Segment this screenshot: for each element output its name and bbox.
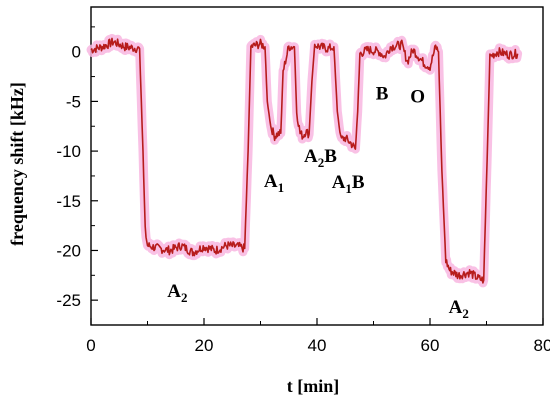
annotation-label: A1 [264,171,284,195]
x-axis-title: t [min] [287,376,340,396]
x-tick-label: 80 [534,336,550,355]
x-tick-label: 40 [308,336,327,355]
axis-labels: t [min] frequency shift [kHz] [7,82,339,396]
x-tick-label: 60 [421,336,440,355]
annotation-label: O [410,86,425,107]
annotation-label: A2 [167,281,187,305]
y-tick-label: -5 [66,92,81,111]
y-axis-title: frequency shift [kHz] [7,82,27,246]
y-tick-label: -10 [56,142,81,161]
series-layer [86,33,523,288]
axes: 0 20 40 60 80 0 -5 -10 -15 -20 -25 [56,6,550,355]
annotation-label: A1B [332,172,365,196]
series-line [90,37,519,284]
y-tick-label: -15 [56,192,81,211]
annotation-label: B [376,83,389,104]
annotation-label: A2B [304,146,337,170]
y-tick-label: 0 [72,43,81,62]
annotation-label: A2 [449,297,469,321]
x-tick-label: 20 [195,336,214,355]
x-tick-label: 0 [86,336,95,355]
y-tick-label: -20 [56,241,81,260]
y-tick-label: -25 [56,291,81,310]
